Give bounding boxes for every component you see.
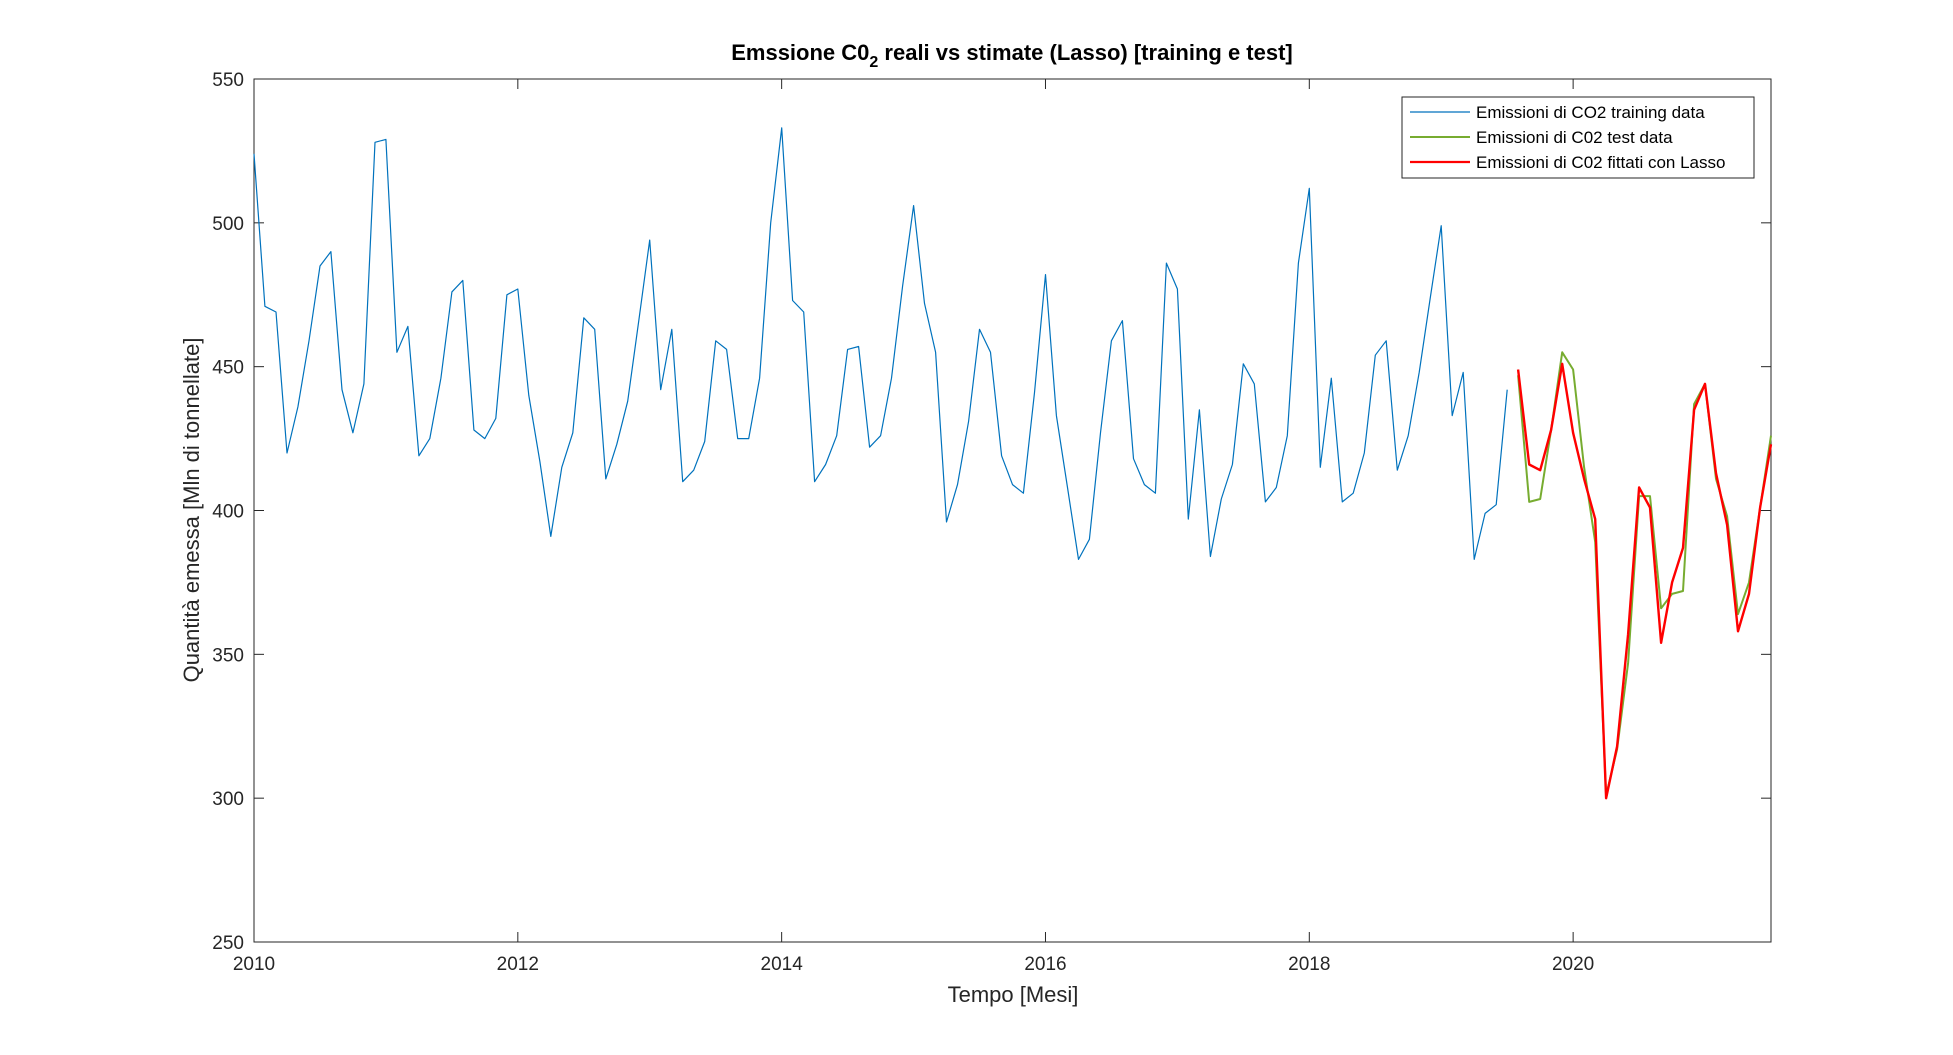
legend-label-test: Emissioni di C02 test data [1476, 128, 1673, 147]
legend-label-training: Emissioni di CO2 training data [1476, 103, 1705, 122]
x-tick-label: 2012 [497, 954, 539, 975]
x-tick-label: 2010 [233, 954, 275, 975]
y-tick-label: 350 [212, 645, 244, 666]
chart-title: Emssione C02 reali vs stimate (Lasso) [t… [731, 40, 1293, 71]
y-tick-label: 450 [212, 358, 244, 379]
y-axis: 250 300 350 400 450 500 550 [212, 70, 1771, 954]
chart-title-rest: reali vs stimate (Lasso) [training e tes… [878, 40, 1292, 65]
chart-title-main: Emssione C0 [731, 40, 869, 65]
x-tick-label: 2016 [1024, 954, 1066, 975]
series-line-fitted [1516, 362, 1773, 800]
chart-title-subscript: 2 [869, 54, 878, 71]
series-line-training [253, 127, 1508, 561]
x-axis-label: Tempo [Mesi] [948, 982, 1079, 1007]
plot-area [253, 78, 1772, 943]
y-tick-label: 400 [212, 502, 244, 523]
y-tick-label: 500 [212, 214, 244, 235]
x-axis: 2010 2012 2014 2016 2018 2020 [233, 79, 1594, 975]
y-tick-label: 550 [212, 70, 244, 91]
series-layer [253, 127, 1773, 800]
x-tick-label: 2020 [1552, 954, 1594, 975]
y-axis-label: Quantità emessa [Mln di tonnellate] [179, 338, 204, 683]
y-tick-label: 300 [212, 789, 244, 810]
x-tick-label: 2014 [761, 954, 804, 975]
y-tick-label: 250 [212, 933, 244, 954]
x-tick-label: 2018 [1288, 954, 1330, 975]
legend-label-fitted: Emissioni di C02 fittati con Lasso [1476, 153, 1725, 172]
legend: Emissioni di CO2 training data Emissioni… [1401, 96, 1755, 179]
